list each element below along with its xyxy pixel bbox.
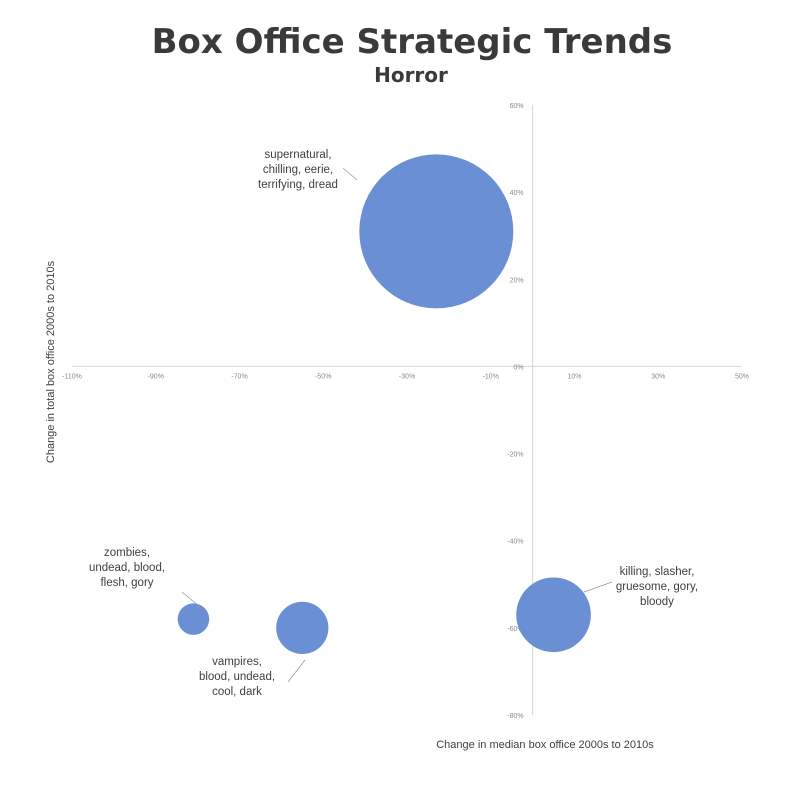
y-tick-label: 0% [514, 364, 524, 371]
x-tick-label: 50% [735, 373, 749, 380]
y-tick-label: -20% [507, 452, 523, 459]
x-tick-label: 10% [567, 373, 581, 380]
leader-line [583, 581, 613, 593]
bubble [276, 601, 329, 654]
chart-title: Box Office Strategic Trends [152, 22, 673, 62]
bubbles [177, 154, 591, 654]
leader-line [287, 659, 306, 683]
x-tick-label: -90% [148, 373, 164, 380]
y-tick-label: 20% [510, 277, 524, 284]
bubble-label: supernatural, chilling, eerie, terrifying,… [258, 149, 338, 191]
bubble [516, 577, 591, 653]
y-tick-label: -80% [507, 713, 523, 720]
x-tick-label: -30% [399, 373, 415, 380]
bubble-labels: supernatural, chilling, eerie, terrifying,… [89, 149, 698, 698]
bubble-label: zombies, undead, blood, flesh, gory [89, 547, 165, 589]
bubble-label: vampires, blood, undead, cool, dark [199, 656, 275, 698]
x-tick-label: -110% [62, 373, 82, 380]
y-tick-label: -60% [507, 626, 523, 633]
x-tick-label: -10% [483, 373, 499, 380]
leader-line [181, 591, 201, 608]
y-tick-label: -40% [507, 539, 523, 546]
chart-subtitle: Horror [374, 63, 448, 87]
x-tick-label: -70% [231, 373, 247, 380]
x-tick-label: -50% [315, 373, 331, 380]
bubble-label: killing, slasher, gruesome, gory, bloody [616, 566, 698, 608]
bubble [359, 154, 514, 309]
x-tick-label: 30% [651, 373, 665, 380]
leader-line [342, 167, 358, 181]
bubble [177, 603, 210, 635]
y-tick-label: 60% [510, 103, 524, 110]
y-tick-label: 40% [510, 190, 524, 197]
x-axis-title: Change in median box office 2000s to 201… [436, 739, 654, 751]
y-axis-title: Change in total box office 2000s to 2010… [45, 260, 57, 463]
